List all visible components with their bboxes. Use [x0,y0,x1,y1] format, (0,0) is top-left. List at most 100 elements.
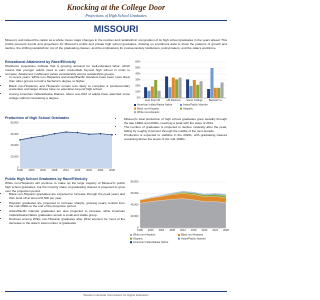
x-tick-label: 2012 [180,228,186,232]
y-tick-label: 20% [135,84,141,88]
y-tick-label: 80,000 [131,180,139,184]
y-tick-label: 60,000 [131,191,139,195]
point [42,135,44,137]
bar [186,79,190,98]
legend-label: Hispanic [183,106,194,110]
point [88,133,90,136]
y-tick-label: 10% [135,90,141,94]
bullet: Black non-Hispanics and Hispanics remain… [9,84,130,93]
point [65,131,67,133]
y-tick-label: 0 [137,226,139,230]
point [19,139,21,141]
bullet: Hispanic graduates are projected to incr… [9,201,125,210]
bar [147,90,151,98]
legend-label: Asian/Pacific Islander [183,103,208,107]
paragraph: Workforce projections indicate that a gr… [5,64,130,76]
page-subtitle: Projections of High School Graduates [85,13,147,18]
legend-swatch [134,104,136,106]
x-tick-label: 2028 [109,168,115,172]
bar [171,77,175,98]
stacked-area [139,198,227,229]
bar [154,80,158,98]
legend-label: Black non-Hispanic [181,233,204,237]
y-tick-label: 40% [135,72,141,76]
section-heading: Educational Attainment by Race/Ethnicity [5,60,76,64]
x-tick-label: 2028 [223,228,229,232]
bullet: Among American Indian/Alaska Natives, ab… [9,92,130,101]
legend-swatch [130,241,132,244]
x-tick-label: 2020 [202,228,208,232]
y-tick-label: 50% [135,66,141,70]
y-tick-label: 0% [137,96,141,100]
charts-layer: 0% 10% 20% 30% 40% 50% 60% Less than HS HS Diplo… [11,60,230,244]
legend-label: American Indian/Alaska Native [133,240,169,244]
bar [207,89,211,98]
x-tick-label: Less than HS [145,98,161,102]
header-rule [5,20,227,21]
x-tick-label: 2012 [63,168,69,172]
section-heading: Production of High School Graduates [5,116,70,120]
area-fill [20,132,112,168]
bullet: Missouri's total production of high scho… [124,117,227,126]
bullet-list: Black non-Hispanic graduates are expecte… [5,193,125,225]
bar [157,90,161,98]
legend-swatch [178,237,180,240]
legend-label: Black non-Hispanic [137,106,160,110]
y-tick-label: 60% [135,60,141,64]
x-tick-label: 1996 [17,168,23,172]
bar [144,87,148,98]
x-tick-label: Bachelor's+ [209,98,223,102]
bullet: Asian/Pacific Islander graduates are als… [9,209,125,218]
legend-swatch [180,107,182,110]
intro-paragraph: Missouri, and indeed the nation as a who… [5,38,227,50]
state-name: MISSOURI [93,24,139,34]
page-title: Knocking at the College Door [66,3,166,12]
bar [168,87,172,98]
x-tick-label: 2020 [86,168,92,172]
legend-swatch [130,237,132,240]
y-tick-label: 40,000 [131,203,139,207]
section-body: Missouri's total production of high scho… [120,117,227,143]
page: Knocking at the College Door Projections… [0,0,232,300]
legend-swatch [134,107,136,110]
bullet: Declines among White non-Hispanic gradua… [9,217,125,226]
bar [199,81,203,98]
section-body: White non-Hispanics will continue to mak… [5,181,125,226]
bar [217,87,221,98]
bar [175,79,179,98]
bar [165,76,169,98]
legend-label: American Indian/Alaska Native [137,103,173,107]
footer: Western Interstate Commission for Higher… [5,291,227,297]
y-tick-label: 20,000 [131,214,139,218]
x-tick-label: Some College [186,98,203,102]
x-tick-label: 2004 [40,168,46,172]
y-tick-label: 0 [17,166,19,170]
point [53,132,56,135]
bullet-list: Missouri's total production of high scho… [120,117,227,142]
section-heading: Public High School Graduates by Race/Eth… [5,177,88,181]
legend-label: White non-Hispanic [133,233,156,237]
legend-swatch [134,111,136,114]
legend-swatch [130,234,132,236]
legend-swatch [180,104,182,106]
x-tick-label: 2008 [169,228,175,232]
x-tick-label: 2000 [148,228,154,232]
x-tick-label: 2024 [212,228,218,232]
x-tick-label: 2024 [98,168,104,172]
x-tick-label: 1996 [137,228,143,232]
paragraph: White non-Hispanics will continue to mak… [5,181,125,193]
legend-swatch [178,234,180,236]
y-tick-label: 30% [135,78,141,82]
bar [150,86,154,98]
bar [178,77,182,98]
x-tick-label: 2000 [29,168,35,172]
bullet: Black non-Hispanic graduates are expecte… [9,193,125,201]
stacked-area [139,191,227,200]
bar [220,82,224,98]
bar [196,84,200,98]
x-tick-label: 2004 [159,228,165,232]
bullet: In recent years, White non-Hispanics and… [9,76,130,84]
legend-label: White non-Hispanic [137,110,160,114]
bar [210,68,214,98]
x-tick-label: HS Diploma [167,98,181,102]
